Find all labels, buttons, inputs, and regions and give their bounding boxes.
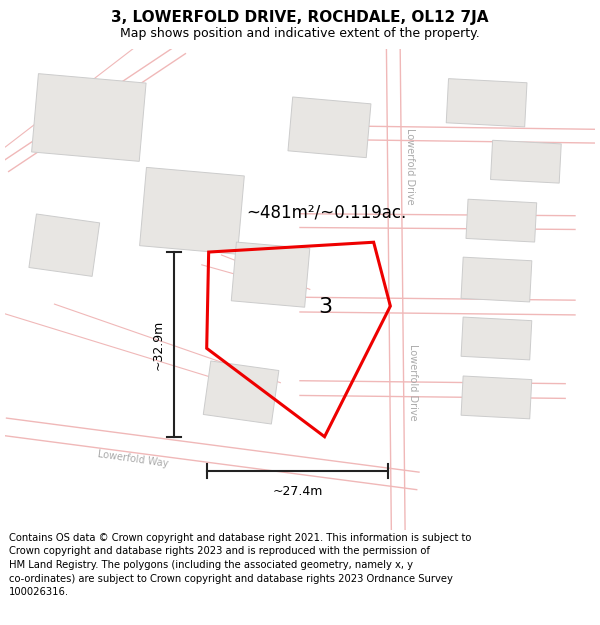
Polygon shape bbox=[461, 376, 532, 419]
Text: Contains OS data © Crown copyright and database right 2021. This information is : Contains OS data © Crown copyright and d… bbox=[9, 533, 472, 598]
Polygon shape bbox=[288, 97, 371, 158]
Text: Map shows position and indicative extent of the property.: Map shows position and indicative extent… bbox=[120, 27, 480, 40]
Text: Lowerfold Drive: Lowerfold Drive bbox=[408, 344, 418, 421]
Text: ~481m²/~0.119ac.: ~481m²/~0.119ac. bbox=[246, 204, 406, 222]
Polygon shape bbox=[461, 257, 532, 302]
Text: Lowerfold Drive: Lowerfold Drive bbox=[405, 128, 415, 205]
Polygon shape bbox=[491, 140, 561, 183]
Polygon shape bbox=[203, 361, 279, 424]
Text: 3, LOWERFOLD DRIVE, ROCHDALE, OL12 7JA: 3, LOWERFOLD DRIVE, ROCHDALE, OL12 7JA bbox=[111, 10, 489, 25]
Polygon shape bbox=[32, 74, 146, 161]
Text: ~27.4m: ~27.4m bbox=[272, 485, 323, 498]
Polygon shape bbox=[231, 242, 310, 308]
Text: Lowerfold Way: Lowerfold Way bbox=[97, 449, 169, 469]
Polygon shape bbox=[29, 214, 100, 276]
Polygon shape bbox=[140, 168, 244, 254]
Text: ~32.9m: ~32.9m bbox=[151, 319, 164, 369]
Polygon shape bbox=[466, 199, 536, 242]
Polygon shape bbox=[446, 79, 527, 127]
Polygon shape bbox=[461, 317, 532, 360]
Text: 3: 3 bbox=[318, 298, 332, 318]
